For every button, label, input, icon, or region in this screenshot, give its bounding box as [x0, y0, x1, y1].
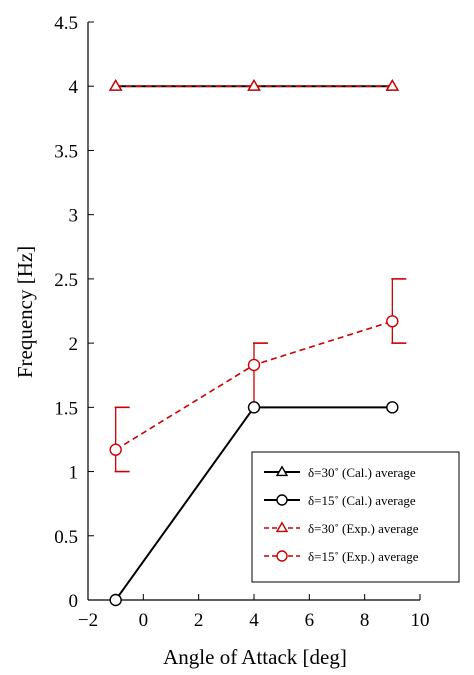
- x-tick-label: 0: [139, 610, 149, 631]
- y-axis-label: Frequency [Hz]: [13, 246, 37, 378]
- legend-label: δ=30˚ (Exp.) average: [308, 521, 419, 536]
- x-tick-label: 6: [305, 610, 315, 631]
- legend-marker: [275, 465, 289, 477]
- legend-marker: [275, 521, 289, 533]
- legend-label: δ=30˚ (Cal.) average: [308, 465, 416, 480]
- legend-label: δ=15˚ (Exp.) average: [308, 549, 419, 564]
- x-tick-label: 10: [411, 610, 430, 631]
- data-point: [109, 443, 122, 456]
- error-bars: [114, 278, 407, 473]
- y-tick-label: 2.5: [54, 270, 78, 291]
- y-tick-label: 1: [69, 463, 79, 484]
- data-point: [109, 593, 122, 607]
- y-tick-label: 4: [69, 77, 79, 98]
- legend-marker: [276, 550, 288, 562]
- y-tick-label: 0.5: [54, 527, 78, 548]
- data-point: [247, 358, 261, 372]
- y-tick-label: 2: [69, 334, 79, 355]
- legend-label: δ=15˚ (Cal.) average: [308, 493, 416, 508]
- series-markers: [108, 79, 400, 607]
- x-tick-label: 8: [360, 610, 370, 631]
- data-point: [247, 79, 261, 91]
- x-tick-label: 4: [249, 610, 259, 631]
- y-tick-label: 3.5: [54, 141, 78, 162]
- y-tick-label: 0: [69, 591, 79, 612]
- data-point: [247, 401, 261, 414]
- x-tick-label: 2: [194, 610, 204, 631]
- legend-marker: [276, 494, 288, 506]
- axes: 00.511.522.533.544.5−2 0 2 4 6 8 10: [54, 13, 429, 631]
- x-tick-label: −2: [78, 610, 98, 631]
- legend: δ=30˚ (Cal.) average δ=15˚ (Cal.) average…: [251, 451, 460, 583]
- y-tick-label: 4.5: [54, 13, 78, 34]
- y-tick-label: 3: [69, 206, 79, 227]
- y-tick-label: 1.5: [54, 398, 78, 419]
- data-point: [108, 79, 123, 91]
- data-point: [385, 79, 400, 91]
- x-axis-label: Angle of Attack [deg]: [163, 645, 347, 669]
- data-point: [386, 315, 399, 328]
- data-point: [386, 401, 399, 414]
